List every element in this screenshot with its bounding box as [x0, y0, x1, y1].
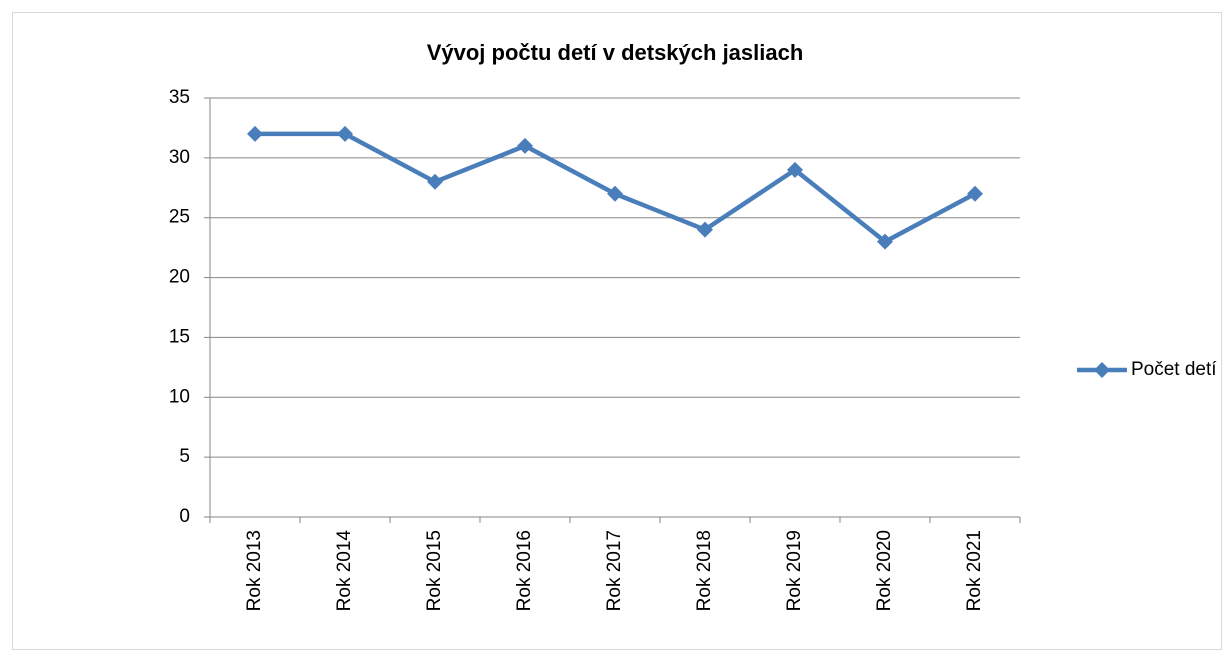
data-point — [967, 185, 983, 202]
legend-label: Počet detí — [1131, 359, 1217, 380]
x-tick-label: Rok 2019 — [784, 530, 805, 611]
chart-border — [12, 12, 1222, 650]
y-tick-label: 25 — [169, 207, 190, 228]
y-tick-label: 0 — [179, 506, 190, 527]
y-tick-label: 10 — [169, 386, 190, 407]
y-tick-label: 30 — [169, 147, 190, 168]
data-point — [607, 185, 623, 202]
y-tick-label: 20 — [169, 267, 190, 288]
data-point — [337, 125, 353, 142]
data-point — [517, 137, 533, 154]
data-point — [247, 125, 263, 142]
y-tick-label: 5 — [179, 446, 190, 467]
x-tick-label: Rok 2016 — [514, 530, 535, 611]
data-point — [787, 161, 803, 178]
x-tick-label: Rok 2018 — [694, 530, 715, 611]
data-point — [427, 173, 443, 190]
y-tick-label: 15 — [169, 326, 190, 347]
data-point — [697, 221, 713, 238]
x-tick-label: Rok 2014 — [334, 530, 355, 612]
x-tick-label: Rok 2020 — [874, 530, 895, 611]
legend-marker — [1094, 362, 1110, 378]
chart-title: Vývoj počtu detí v detských jasliach — [427, 40, 804, 65]
x-tick-label: Rok 2017 — [604, 530, 625, 611]
x-tick-label: Rok 2021 — [964, 530, 985, 611]
x-tick-label: Rok 2015 — [424, 530, 445, 611]
data-point — [877, 233, 893, 250]
x-tick-label: Rok 2013 — [244, 530, 265, 611]
y-tick-label: 35 — [169, 87, 190, 108]
